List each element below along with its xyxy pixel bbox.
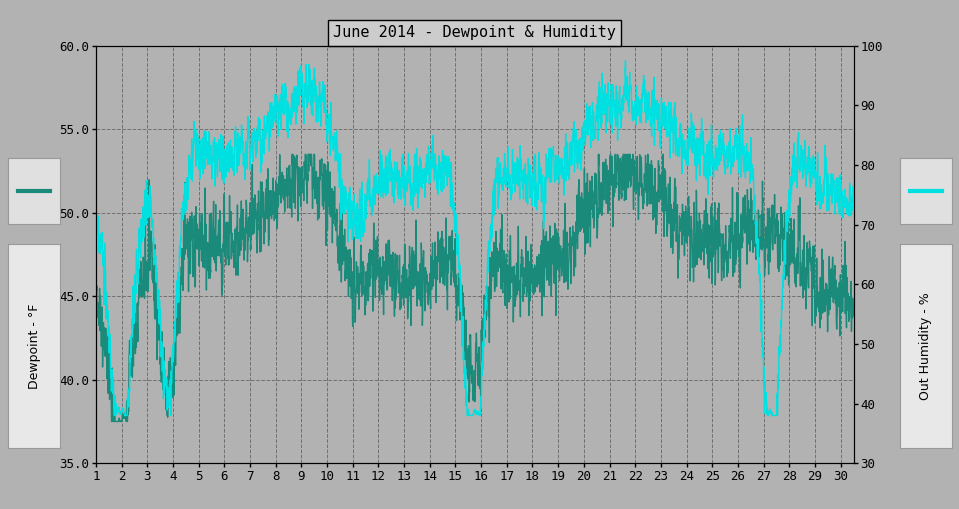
Text: Dewpoint - °F: Dewpoint - °F xyxy=(28,303,40,389)
Text: Out Humidity - %: Out Humidity - % xyxy=(920,292,932,400)
Title: June 2014 - Dewpoint & Humidity: June 2014 - Dewpoint & Humidity xyxy=(334,25,616,41)
